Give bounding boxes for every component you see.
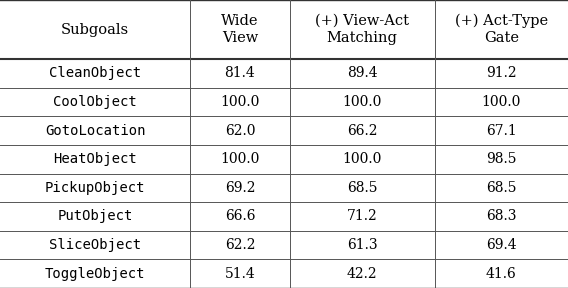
Text: PickupObject: PickupObject xyxy=(45,181,145,195)
Text: (+) Act-Type
Gate: (+) Act-Type Gate xyxy=(455,14,548,46)
Text: 68.5: 68.5 xyxy=(347,181,377,195)
Text: 69.4: 69.4 xyxy=(486,238,516,252)
Text: 62.0: 62.0 xyxy=(225,124,255,138)
Text: 100.0: 100.0 xyxy=(482,95,521,109)
Text: GotoLocation: GotoLocation xyxy=(45,124,145,138)
Text: SliceObject: SliceObject xyxy=(49,238,141,252)
Text: CleanObject: CleanObject xyxy=(49,66,141,80)
Text: 100.0: 100.0 xyxy=(220,95,260,109)
Text: 81.4: 81.4 xyxy=(224,66,256,80)
Text: 98.5: 98.5 xyxy=(486,152,516,166)
Text: 66.6: 66.6 xyxy=(225,209,255,223)
Text: Subgoals: Subgoals xyxy=(61,22,129,37)
Text: 62.2: 62.2 xyxy=(225,238,255,252)
Text: 68.5: 68.5 xyxy=(486,181,516,195)
Text: 61.3: 61.3 xyxy=(347,238,377,252)
Text: 100.0: 100.0 xyxy=(220,152,260,166)
Text: 100.0: 100.0 xyxy=(343,152,382,166)
Text: ToggleObject: ToggleObject xyxy=(45,267,145,281)
Text: HeatObject: HeatObject xyxy=(53,152,137,166)
Text: 89.4: 89.4 xyxy=(347,66,377,80)
Text: Wide
View: Wide View xyxy=(221,14,259,45)
Text: 66.2: 66.2 xyxy=(347,124,377,138)
Text: CoolObject: CoolObject xyxy=(53,95,137,109)
Text: (+) View-Act
Matching: (+) View-Act Matching xyxy=(315,14,409,45)
Text: 42.2: 42.2 xyxy=(347,267,377,281)
Text: PutObject: PutObject xyxy=(57,209,133,223)
Text: 100.0: 100.0 xyxy=(343,95,382,109)
Text: 41.6: 41.6 xyxy=(486,267,517,281)
Text: 71.2: 71.2 xyxy=(346,209,378,223)
Text: 69.2: 69.2 xyxy=(225,181,255,195)
Text: 67.1: 67.1 xyxy=(486,124,517,138)
Text: 68.3: 68.3 xyxy=(486,209,516,223)
Text: 51.4: 51.4 xyxy=(224,267,256,281)
Text: 91.2: 91.2 xyxy=(486,66,516,80)
